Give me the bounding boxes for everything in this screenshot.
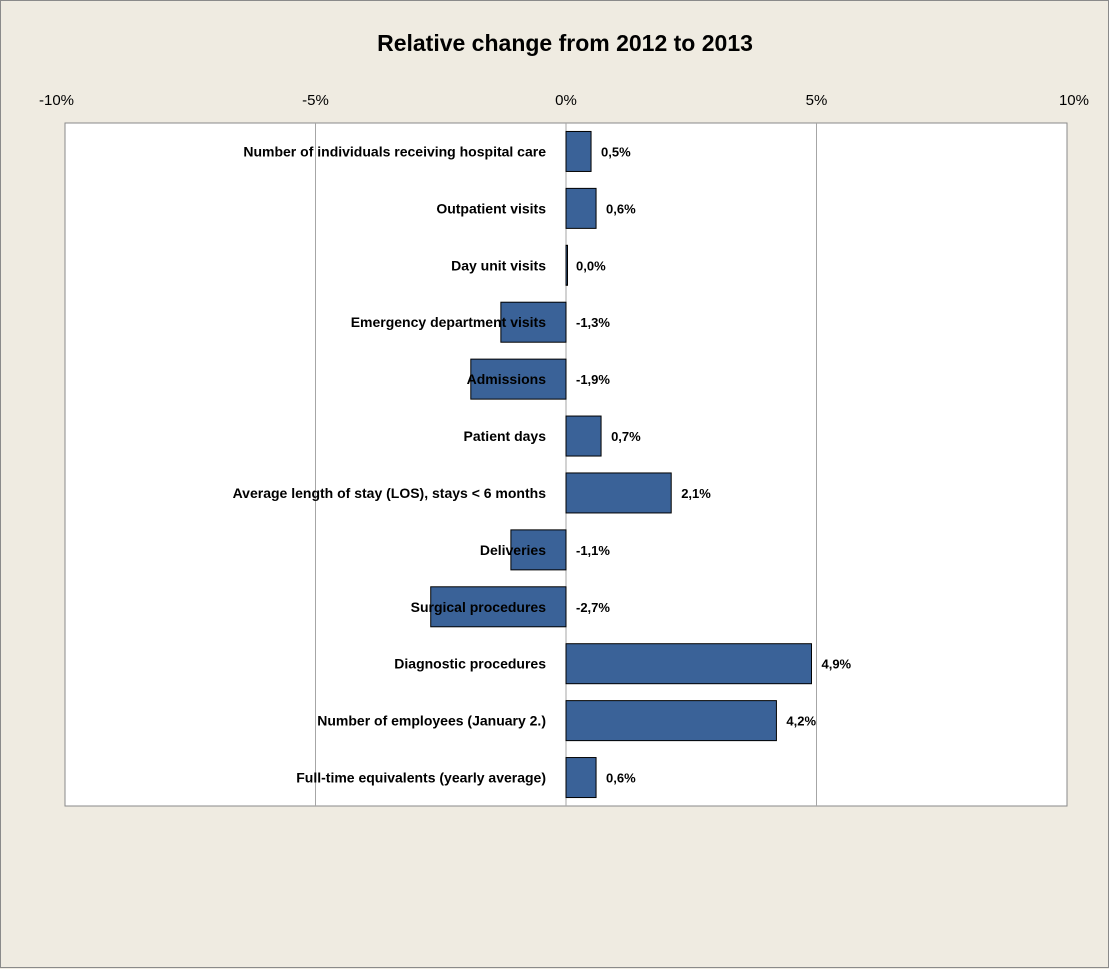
- category-label: Outpatient visits: [436, 200, 546, 216]
- x-tick-label: -10%: [39, 92, 74, 109]
- category-label: Patient days: [464, 428, 547, 444]
- x-axis-ticks: -10% -5% 0% 5% 10%: [39, 92, 1089, 109]
- bar: [565, 700, 777, 742]
- chart-title: Relative change from 2012 to 2013: [377, 30, 753, 56]
- category-label: Admissions: [467, 371, 547, 387]
- bar: [565, 415, 602, 457]
- data-label: 0,5%: [601, 144, 631, 159]
- category-label: Emergency department visits: [351, 314, 547, 330]
- bar: [470, 358, 567, 400]
- data-label: 0,0%: [576, 258, 606, 273]
- data-label: -1,3%: [576, 315, 610, 330]
- category-label: Full-time equivalents (yearly average): [296, 770, 546, 786]
- data-label: 4,2%: [786, 714, 816, 729]
- bar: [565, 187, 597, 229]
- x-tick-label: 0%: [555, 92, 577, 109]
- bar: [500, 301, 567, 343]
- data-label: 0,6%: [606, 771, 636, 786]
- bar: [430, 586, 567, 628]
- data-label: 4,9%: [821, 657, 851, 672]
- x-tick-label: -5%: [302, 92, 329, 109]
- data-label: 0,7%: [611, 429, 641, 444]
- data-label: -2,7%: [576, 600, 610, 615]
- data-label: -1,9%: [576, 372, 610, 387]
- data-label: -1,1%: [576, 543, 610, 558]
- category-label: Surgical procedures: [411, 599, 547, 615]
- bar: [565, 130, 592, 172]
- category-label: Average length of stay (LOS), stays < 6 …: [233, 485, 547, 501]
- bars: [430, 130, 812, 799]
- x-tick-label: 10%: [1059, 92, 1089, 109]
- bar: [565, 643, 812, 685]
- category-label: Diagnostic procedures: [394, 656, 546, 672]
- bar: [510, 529, 567, 571]
- category-label: Day unit visits: [451, 257, 546, 273]
- data-label: 0,6%: [606, 201, 636, 216]
- category-labels: Number of individuals receiving hospital…: [233, 143, 547, 785]
- category-label: Number of individuals receiving hospital…: [243, 143, 546, 159]
- x-tick-label: 5%: [806, 92, 828, 109]
- category-label: Number of employees (January 2.): [317, 713, 546, 729]
- bar: [565, 472, 672, 514]
- data-labels: 0,5% 0,6% 0,0% -1,3% -1,9% 0,7% 2,1% -1,1% -2,7%…: [576, 144, 852, 785]
- category-label: Deliveries: [480, 542, 546, 558]
- gridlines: [315, 123, 817, 806]
- data-label: 2,1%: [681, 486, 711, 501]
- bar: [565, 244, 568, 286]
- bar: [565, 757, 597, 799]
